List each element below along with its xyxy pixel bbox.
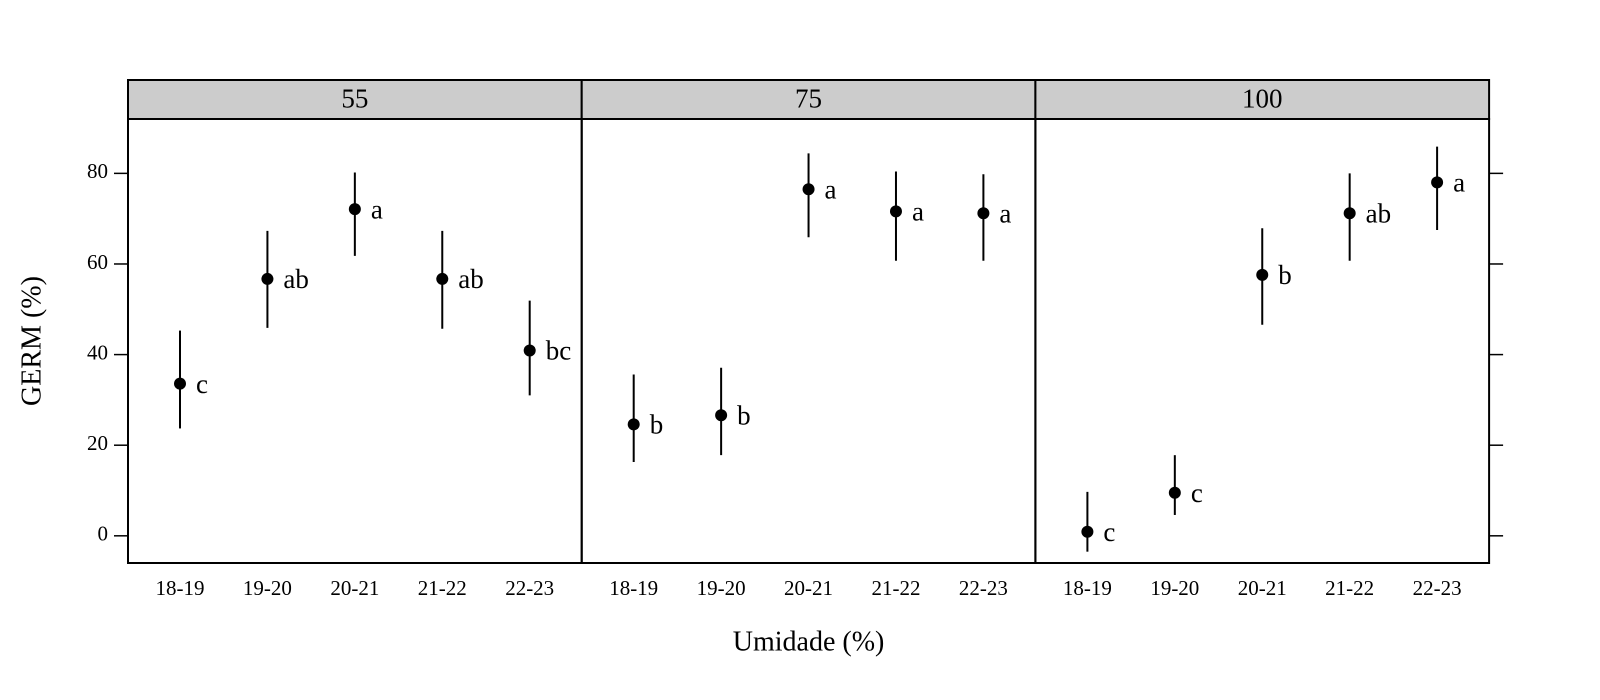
panel-title: 75 [795, 84, 822, 114]
x-tick-label: 21-22 [418, 576, 467, 600]
significance-label: b [737, 401, 751, 431]
point [1081, 525, 1094, 538]
significance-label: b [1278, 260, 1292, 290]
point [523, 344, 536, 357]
significance-label: a [825, 174, 837, 204]
significance-label: c [1103, 517, 1115, 547]
x-tick-label: 19-20 [243, 576, 292, 600]
point [348, 203, 361, 216]
point [174, 377, 186, 390]
panel-title: 55 [341, 84, 368, 114]
strip [127, 79, 583, 120]
x-tick-label: 20-21 [784, 576, 833, 600]
strip [580, 79, 1037, 120]
significance-label: a [1453, 168, 1465, 198]
point [715, 409, 728, 422]
y-tick-label: 0 [98, 522, 109, 546]
point [1431, 176, 1444, 189]
significance-label: ab [1366, 198, 1391, 228]
point [261, 272, 274, 285]
y-tick-label: 80 [87, 159, 108, 183]
point [802, 183, 815, 196]
x-tick-label: 18-19 [1063, 576, 1112, 600]
x-tick-label: 20-21 [330, 576, 379, 600]
x-tick-label: 22-23 [959, 576, 1008, 600]
significance-label: a [371, 194, 383, 224]
y-axis-label: GERM (%) [16, 276, 47, 406]
point [1256, 268, 1269, 281]
point [1168, 486, 1181, 499]
point [889, 205, 902, 218]
x-tick-label: 21-22 [871, 576, 920, 600]
x-tick-label: 20-21 [1238, 576, 1287, 600]
x-tick-label: 21-22 [1325, 576, 1374, 600]
x-tick-label: 22-23 [1413, 576, 1462, 600]
point [1343, 207, 1356, 220]
significance-label: ab [283, 264, 308, 294]
x-tick-label: 18-19 [609, 576, 658, 600]
x-tick-label: 22-23 [505, 576, 554, 600]
x-tick-label: 19-20 [1150, 576, 1199, 600]
y-tick-label: 60 [87, 250, 108, 274]
x-tick-label: 19-20 [697, 576, 746, 600]
significance-label: a [999, 198, 1011, 228]
point [436, 272, 449, 285]
y-tick-label: 40 [87, 340, 108, 364]
x-tick-label: 18-19 [156, 576, 205, 600]
panel-title: 100 [1242, 84, 1283, 114]
point [977, 207, 990, 220]
y-tick-label: 20 [87, 431, 108, 455]
significance-label: a [912, 197, 924, 227]
significance-label: c [196, 369, 208, 399]
significance-label: ab [458, 264, 483, 294]
significance-label: b [650, 410, 664, 440]
significance-label: c [1191, 478, 1203, 508]
significance-label: bc [546, 336, 572, 366]
x-axis-label: Umidade (%) [733, 626, 885, 657]
panel [1034, 118, 1491, 564]
point [627, 418, 640, 431]
